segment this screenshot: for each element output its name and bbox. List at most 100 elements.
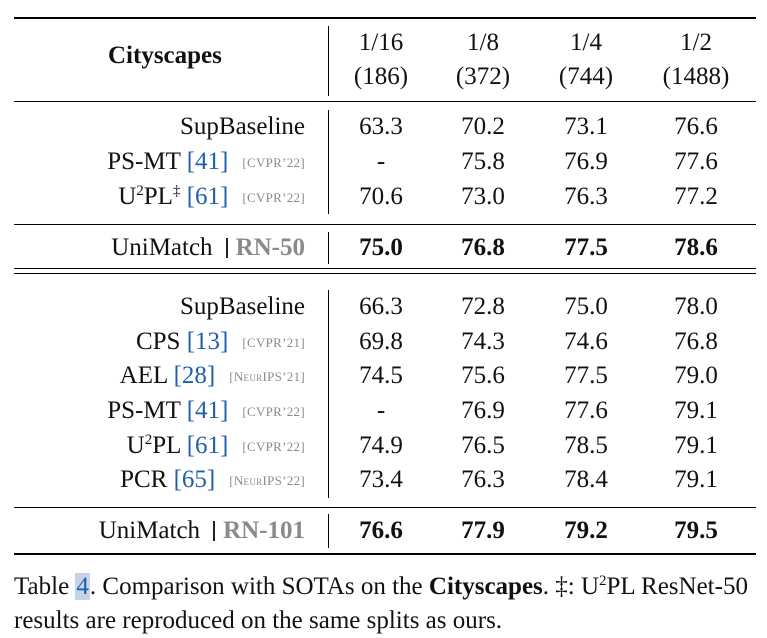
value-cell: 79.2 [564,517,608,544]
value-cell: 74.6 [564,328,608,355]
venue-tag: [CVPR’22] [242,190,305,206]
split-header: 1/16 (186) [353,29,409,90]
venue-tag: [NeurIPS’21] [229,369,305,385]
separator-bar [213,521,216,541]
venue-tag: [CVPR’22] [242,404,305,420]
value-cell: 79.1 [674,432,718,459]
value-cell: 79.0 [674,362,718,389]
header-rule [14,101,756,102]
table-row: CPS [13] [CVPR’21] 69.8 74.3 74.6 76.8 [0,325,767,359]
value-cell: 75.0 [564,293,608,320]
value-cell: 72.8 [461,293,505,320]
citation-link[interactable]: [28] [173,362,216,389]
value-cell: 78.4 [564,466,608,493]
table-row: SupBaseline 66.3 72.8 75.0 78.0 [0,290,767,324]
venue-tag: [CVPR’21] [242,335,305,351]
section1-rule [14,224,756,225]
value-cell: 70.2 [461,113,505,140]
method-name: U2PL [61] [CVPR’22] [126,432,305,459]
value-cell: 78.0 [674,293,718,320]
ours-row: UniMatch RN-50 75.0 76.8 77.5 78.6 [0,231,767,265]
value-cell: - [376,148,386,175]
value-cell: 75.8 [461,148,505,175]
value-cell: 78.6 [674,234,718,261]
split-header: 1/2 (1488) [662,29,730,90]
value-cell: 74.5 [359,362,403,389]
split-header: 1/4 (744) [558,29,614,90]
value-cell: 77.5 [564,234,608,261]
value-cell: 74.9 [359,432,403,459]
value-cell: 76.8 [674,328,718,355]
value-cell: 70.6 [359,183,403,210]
backbone-label: RN-50 [235,234,305,261]
section2-vertical-rule [328,290,329,498]
method-name: PS-MT [41] [CVPR’22] [107,148,305,175]
value-cell: 76.9 [461,397,505,424]
table-row: U2PL [61] [CVPR’22] 74.9 76.5 78.5 79.1 [0,429,767,463]
separator-bar [225,238,228,258]
method-name: SupBaseline [180,293,305,320]
value-cell: 75.0 [359,234,403,261]
method-name: UniMatch RN-101 [98,517,305,544]
top-rule [14,17,756,19]
value-cell: 77.6 [674,148,718,175]
value-cell: 76.5 [461,432,505,459]
method-name: AEL [28] [NeurIPS’21] [119,362,305,389]
method-name: PCR [65] [NeurIPS’22] [120,466,305,493]
backbone-label: RN-101 [223,517,305,544]
method-name: UniMatch RN-50 [111,234,305,261]
citation-link[interactable]: [41] [186,148,229,175]
value-cell: 73.4 [359,466,403,493]
table-caption: Table 4. Comparison with SOTAs on the Ci… [14,573,748,634]
double-rule-upper [14,268,756,269]
value-cell: 63.3 [359,113,403,140]
citation-link[interactable]: [65] [173,466,216,493]
value-cell: - [376,397,386,424]
value-cell: 73.1 [564,113,608,140]
value-cell: 78.5 [564,432,608,459]
value-cell: 76.9 [564,148,608,175]
value-cell: 79.1 [674,397,718,424]
value-cell: 79.1 [674,466,718,493]
section1-vertical-rule [328,110,329,214]
table-row: PS-MT [41] [CVPR’22] - 75.8 76.9 77.6 [0,145,767,179]
double-rule-lower [14,273,756,274]
citation-link[interactable]: [61] [186,432,229,459]
value-cell: 75.6 [461,362,505,389]
dataset-title: Cityscapes [108,42,222,69]
value-cell: 77.2 [674,183,718,210]
value-cell: 76.8 [461,234,505,261]
header-vertical-rule [328,26,329,96]
method-name: SupBaseline [180,113,305,140]
value-cell: 77.6 [564,397,608,424]
method-name: PS-MT [41] [CVPR’22] [107,397,305,424]
section2-rule [14,507,756,508]
table-number-link[interactable]: 4 [75,573,90,600]
ours1-vertical-rule [328,232,329,264]
value-cell: 76.6 [359,517,403,544]
method-name: U2PL‡ [61] [CVPR’22] [118,183,305,210]
ours2-vertical-rule [328,514,329,548]
value-cell: 77.5 [564,362,608,389]
value-cell: 77.9 [461,517,505,544]
value-cell: 73.0 [461,183,505,210]
value-cell: 69.8 [359,328,403,355]
table-row: PS-MT [41] [CVPR’22] - 76.9 77.6 79.1 [0,394,767,428]
venue-tag: [NeurIPS’22] [229,473,305,489]
split-header: 1/8 (372) [455,29,511,90]
value-cell: 76.6 [674,113,718,140]
citation-link[interactable]: [61] [186,183,229,210]
citation-link[interactable]: [13] [186,328,229,355]
value-cell: 74.3 [461,328,505,355]
table-row: U2PL‡ [61] [CVPR’22] 70.6 73.0 76.3 77.2 [0,180,767,214]
bottom-rule [14,553,756,555]
ours-row: UniMatch RN-101 76.6 77.9 79.2 79.5 [0,514,767,548]
venue-tag: [CVPR’22] [242,155,305,171]
table-row: AEL [28] [NeurIPS’21] 74.5 75.6 77.5 79.0 [0,359,767,393]
value-cell: 66.3 [359,293,403,320]
value-cell: 76.3 [564,183,608,210]
method-name: CPS [13] [CVPR’21] [135,328,305,355]
citation-link[interactable]: [41] [186,397,229,424]
value-cell: 76.3 [461,466,505,493]
value-cell: 79.5 [674,517,718,544]
